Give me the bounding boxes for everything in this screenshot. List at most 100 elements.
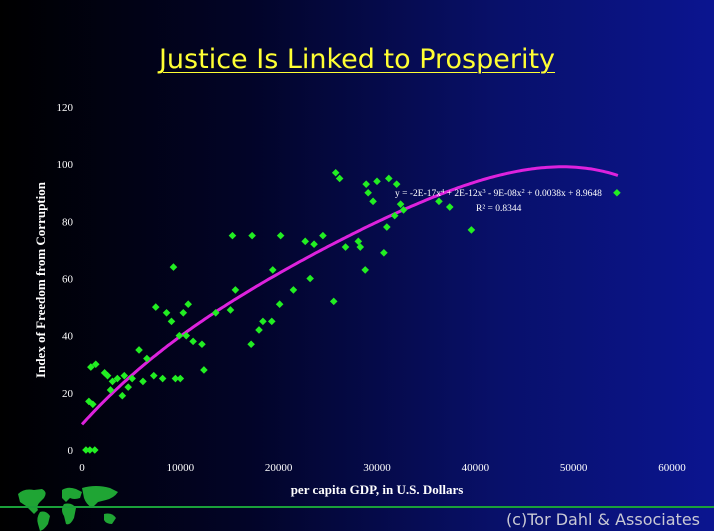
x-tick-label: 60000 bbox=[658, 462, 686, 474]
data-point bbox=[167, 317, 176, 326]
data-point bbox=[301, 237, 310, 246]
data-point bbox=[226, 306, 235, 314]
data-point bbox=[362, 180, 370, 188]
trendline-equation: y = -2E-17x4 + 2E-12x3 - 9E-08x2 + 0.003… bbox=[395, 188, 602, 200]
data-point bbox=[396, 200, 405, 208]
data-point bbox=[268, 266, 277, 274]
equation-exponent: 4 bbox=[441, 188, 445, 195]
data-point bbox=[329, 297, 338, 306]
data-point bbox=[390, 211, 399, 220]
data-points bbox=[82, 168, 621, 454]
data-point bbox=[467, 226, 476, 234]
data-point bbox=[151, 303, 160, 311]
data-point bbox=[385, 174, 393, 183]
data-point bbox=[361, 266, 369, 274]
data-point bbox=[310, 240, 318, 248]
data-point bbox=[331, 168, 340, 177]
data-point bbox=[356, 243, 365, 251]
data-point bbox=[289, 286, 298, 294]
data-point bbox=[143, 354, 151, 363]
data-point bbox=[182, 331, 191, 340]
data-point bbox=[255, 326, 263, 334]
data-point bbox=[158, 374, 167, 383]
y-axis-label: Index of Freedom from Corruption bbox=[33, 181, 48, 378]
data-point bbox=[341, 243, 350, 251]
data-point bbox=[373, 177, 381, 186]
data-point bbox=[200, 366, 208, 374]
data-point bbox=[228, 231, 237, 240]
equation-exponent: 3 bbox=[482, 188, 485, 195]
data-point bbox=[369, 197, 377, 206]
data-point bbox=[91, 360, 100, 369]
data-point bbox=[169, 263, 178, 271]
y-tick-label: 120 bbox=[57, 102, 74, 114]
data-point bbox=[231, 286, 240, 294]
data-point bbox=[120, 371, 129, 380]
data-point bbox=[139, 377, 147, 386]
data-point bbox=[445, 203, 454, 211]
data-point bbox=[135, 346, 143, 354]
data-point bbox=[103, 371, 112, 380]
x-axis-ticks: 0 10000 20000 30000 40000 50000 60000 bbox=[79, 462, 686, 474]
x-tick-label: 10000 bbox=[167, 462, 195, 474]
data-point bbox=[82, 446, 90, 454]
copyright-notice: (c)Tor Dahl & Associates bbox=[505, 510, 700, 529]
polynomial-trendline bbox=[80, 165, 619, 426]
data-point bbox=[267, 317, 276, 326]
equation-term: + 0.0038x + 8.9648 bbox=[525, 189, 602, 199]
data-point bbox=[380, 248, 388, 257]
y-tick-label: 40 bbox=[62, 331, 74, 343]
data-point bbox=[108, 377, 117, 386]
equation-term: y = -2E-17x bbox=[395, 189, 441, 199]
data-point bbox=[106, 386, 115, 394]
equation-term: - 9E-08x bbox=[486, 189, 522, 199]
y-tick-label: 0 bbox=[68, 445, 74, 457]
data-point bbox=[118, 391, 127, 400]
x-axis-label: per capita GDP, in U.S. Dollars bbox=[291, 482, 464, 497]
data-point bbox=[354, 237, 363, 246]
data-point bbox=[149, 371, 158, 380]
data-point bbox=[184, 300, 192, 309]
data-point bbox=[189, 337, 197, 346]
data-point bbox=[85, 397, 93, 406]
r-squared-label: R² = 0.8344 bbox=[476, 204, 522, 214]
data-point bbox=[89, 400, 97, 409]
data-point bbox=[392, 180, 401, 188]
y-tick-label: 100 bbox=[57, 159, 74, 171]
data-point bbox=[335, 174, 344, 183]
x-tick-label: 20000 bbox=[265, 462, 293, 474]
slide-title: Justice Is Linked to Prosperity bbox=[158, 44, 556, 75]
data-point bbox=[613, 188, 621, 197]
equation-term: + 2E-12x bbox=[444, 189, 482, 199]
footer-divider bbox=[0, 506, 714, 508]
data-point bbox=[124, 383, 133, 391]
data-point bbox=[211, 309, 220, 317]
data-point bbox=[171, 374, 180, 383]
x-tick-label: 30000 bbox=[363, 462, 391, 474]
x-tick-label: 0 bbox=[79, 462, 85, 474]
world-map-icon bbox=[18, 486, 118, 531]
y-tick-label: 80 bbox=[62, 216, 74, 228]
x-tick-label: 40000 bbox=[462, 462, 490, 474]
data-point bbox=[364, 188, 372, 197]
data-point bbox=[128, 374, 136, 383]
data-point bbox=[247, 340, 255, 349]
data-point bbox=[198, 340, 206, 349]
data-point bbox=[259, 317, 267, 326]
data-point bbox=[176, 374, 185, 383]
data-point bbox=[175, 331, 184, 340]
data-point bbox=[275, 300, 284, 309]
data-point bbox=[162, 309, 171, 317]
data-point bbox=[399, 206, 408, 214]
y-tick-label: 20 bbox=[62, 388, 74, 400]
y-tick-label: 60 bbox=[62, 274, 74, 286]
x-tick-label: 50000 bbox=[560, 462, 588, 474]
data-point bbox=[435, 197, 443, 206]
data-point bbox=[90, 446, 99, 454]
data-point bbox=[248, 231, 256, 240]
data-point bbox=[87, 363, 95, 371]
data-point bbox=[179, 309, 188, 317]
data-point bbox=[276, 231, 285, 240]
data-point bbox=[383, 223, 391, 231]
